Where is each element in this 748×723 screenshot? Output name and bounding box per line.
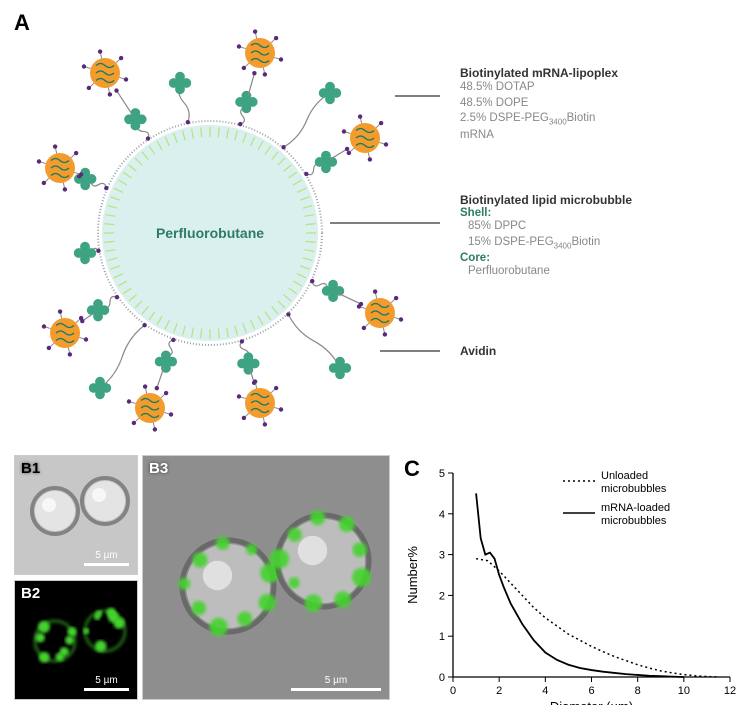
svg-text:4: 4 — [542, 685, 548, 697]
svg-text:8: 8 — [635, 685, 641, 697]
scalebar-b3: 5 µm — [291, 675, 381, 691]
micrograph-label-b2: B2 — [21, 585, 40, 602]
svg-text:5: 5 — [439, 468, 445, 480]
panel-a-diagram: Perfluorobutane — [10, 18, 440, 438]
panel-c-chart: 024681012012345Diameter (µm)Number%Unloa… — [398, 455, 740, 705]
svg-text:12: 12 — [724, 685, 736, 697]
svg-text:6: 6 — [588, 685, 594, 697]
micrograph-b2: B2 5 µm — [14, 580, 138, 700]
svg-text:3: 3 — [439, 550, 445, 562]
annotation-microbubble: Biotinylated lipid microbubbleShell:85% … — [460, 193, 632, 279]
micrograph-label-b3: B3 — [149, 460, 168, 477]
svg-text:mRNA-loaded: mRNA-loaded — [601, 502, 670, 514]
svg-text:microbubbles: microbubbles — [601, 515, 667, 527]
annotation-lipoplex: Biotinylated mRNA-lipoplex48.5% DOTAP48.… — [460, 66, 618, 144]
micrograph-b1: B1 5 µm — [14, 455, 138, 575]
micrograph-b3: B3 5 µm — [142, 455, 390, 700]
svg-text:microbubbles: microbubbles — [601, 483, 667, 495]
svg-text:Perfluorobutane: Perfluorobutane — [156, 225, 264, 241]
svg-text:4: 4 — [439, 509, 445, 521]
scalebar-b1: 5 µm — [84, 550, 129, 566]
svg-text:0: 0 — [450, 685, 456, 697]
annotation-avidin: Avidin — [460, 344, 496, 358]
svg-text:Diameter (µm): Diameter (µm) — [550, 699, 633, 705]
svg-text:2: 2 — [439, 590, 445, 602]
svg-text:2: 2 — [496, 685, 502, 697]
svg-text:0: 0 — [439, 672, 445, 684]
micrograph-label-b1: B1 — [21, 460, 40, 477]
scalebar-b2: 5 µm — [84, 675, 129, 691]
svg-text:Unloaded: Unloaded — [601, 470, 648, 482]
svg-text:Number%: Number% — [405, 546, 420, 604]
svg-text:1: 1 — [439, 631, 445, 643]
svg-text:10: 10 — [678, 685, 690, 697]
